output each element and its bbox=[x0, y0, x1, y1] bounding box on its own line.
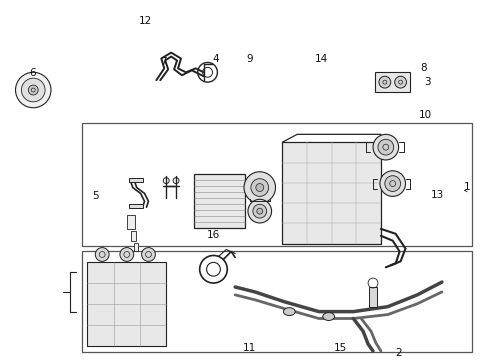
Text: 4: 4 bbox=[212, 54, 218, 63]
Circle shape bbox=[378, 76, 390, 88]
Circle shape bbox=[384, 176, 400, 192]
Text: 12: 12 bbox=[139, 16, 152, 26]
Text: 2: 2 bbox=[394, 348, 401, 358]
Circle shape bbox=[21, 78, 45, 102]
Text: 9: 9 bbox=[246, 54, 253, 63]
Ellipse shape bbox=[283, 308, 295, 316]
Text: 15: 15 bbox=[333, 343, 346, 353]
Bar bbox=[82, 251, 471, 352]
Text: 7: 7 bbox=[160, 58, 166, 67]
Circle shape bbox=[252, 204, 266, 218]
Circle shape bbox=[377, 139, 393, 155]
Circle shape bbox=[255, 184, 263, 192]
Circle shape bbox=[142, 248, 155, 261]
Text: 14: 14 bbox=[315, 54, 328, 63]
Text: 11: 11 bbox=[243, 343, 256, 353]
Circle shape bbox=[372, 134, 398, 160]
Text: 8: 8 bbox=[419, 63, 426, 73]
Bar bbox=[82, 122, 471, 246]
Bar bbox=[374, 72, 409, 92]
Circle shape bbox=[247, 199, 271, 223]
Circle shape bbox=[250, 179, 268, 197]
Circle shape bbox=[394, 76, 406, 88]
Text: 16: 16 bbox=[206, 230, 220, 240]
Bar bbox=[282, 142, 380, 244]
Bar bbox=[128, 204, 142, 208]
Bar bbox=[133, 243, 137, 251]
Bar bbox=[130, 231, 135, 241]
Circle shape bbox=[95, 248, 109, 261]
Bar bbox=[128, 178, 142, 181]
Bar bbox=[87, 262, 166, 346]
Circle shape bbox=[16, 72, 51, 108]
Circle shape bbox=[256, 208, 262, 214]
Text: 6: 6 bbox=[29, 68, 36, 78]
Ellipse shape bbox=[322, 312, 334, 320]
Circle shape bbox=[244, 172, 275, 203]
Text: 3: 3 bbox=[423, 77, 429, 87]
Bar bbox=[368, 287, 376, 307]
Text: 10: 10 bbox=[418, 110, 431, 120]
Circle shape bbox=[379, 171, 405, 197]
Text: 1: 1 bbox=[463, 181, 470, 192]
Circle shape bbox=[28, 85, 38, 95]
Bar bbox=[193, 174, 244, 228]
Text: 5: 5 bbox=[92, 192, 99, 201]
Circle shape bbox=[120, 248, 133, 261]
Text: 13: 13 bbox=[429, 190, 443, 201]
Bar bbox=[126, 215, 134, 229]
